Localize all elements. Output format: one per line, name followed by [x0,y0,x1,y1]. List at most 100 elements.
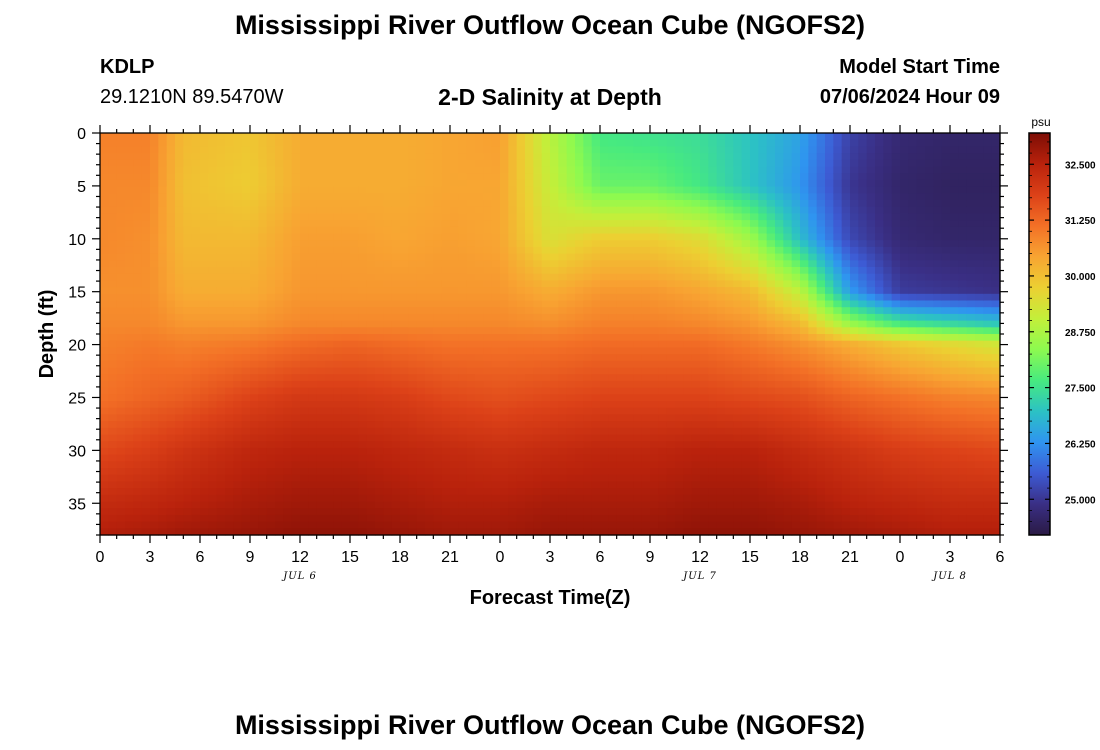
heatmap-cell [416,313,426,322]
heatmap-cell [208,494,218,503]
heatmap-cell [691,179,701,188]
heatmap-cell [591,206,601,214]
heatmap-cell [441,226,451,235]
heatmap-cell [133,414,143,422]
heatmap-cell [416,461,426,469]
heatmap-cell [325,447,334,456]
heatmap-cell [775,354,784,362]
heatmap-cell [616,514,626,523]
heatmap-cell [150,521,159,529]
heatmap-cell [183,340,193,348]
heatmap-cell [583,233,593,241]
heatmap-cell [650,253,659,261]
heatmap-cell [550,267,559,275]
heatmap-cell [783,193,793,201]
heatmap-cell [533,414,543,422]
heatmap-cell [458,213,468,221]
heatmap-cell [750,307,759,315]
heatmap-cell [325,407,334,415]
heatmap-cell [300,233,309,241]
heatmap-cell [475,474,484,482]
heatmap-cell [483,334,493,342]
heatmap-cell [300,300,309,308]
heatmap-cell [233,213,243,221]
heatmap-cell [391,186,401,194]
heatmap-cell [450,327,459,335]
heatmap-cell [716,334,726,342]
heatmap-cell [675,206,684,214]
heatmap-cell [400,454,409,462]
heatmap-cell [450,434,459,442]
heatmap-cell [650,494,659,503]
heatmap-cell [400,434,409,442]
heatmap-cell [116,320,126,328]
heatmap-cell [408,494,418,503]
heatmap-cell [641,240,651,248]
heatmap-cell [775,454,784,462]
heatmap-cell [750,327,759,335]
heatmap-cell [758,280,768,288]
heatmap-cell [775,414,784,422]
heatmap-cell [400,340,409,348]
heatmap-cell [208,360,218,369]
heatmap-cell [166,481,176,489]
heatmap-cell [183,427,193,436]
heatmap-cell [300,374,309,382]
heatmap-cell [625,173,634,181]
heatmap-cell [641,488,651,496]
heatmap-cell [400,226,409,235]
heatmap-cell [300,139,309,147]
heatmap-cell [633,139,643,147]
heatmap-cell [533,320,543,328]
heatmap-cell [391,206,401,214]
heatmap-cell [191,146,201,154]
heatmap-cell [225,253,234,261]
heatmap-cell [191,133,201,141]
heatmap-cell [216,441,226,449]
heatmap-cell [391,200,401,208]
heatmap-cell [500,226,509,235]
heatmap-cell [400,474,409,482]
heatmap-cell [550,360,559,369]
heatmap-cell [566,206,576,214]
heatmap-cell [583,360,593,369]
heatmap-cell [391,179,401,188]
heatmap-cell [575,488,584,496]
heatmap-cell [441,481,451,489]
heatmap-cell [525,488,534,496]
heatmap-cell [475,441,484,449]
heatmap-cell [541,280,551,288]
heatmap-cell [450,488,459,496]
heatmap-cell [550,206,559,214]
heatmap-cell [283,220,293,228]
heatmap-cell [266,394,276,402]
heatmap-cell [641,347,651,355]
heatmap-cell [491,347,501,355]
heatmap-cell [733,246,743,255]
heatmap-cell [475,360,484,369]
heatmap-cell [591,461,601,469]
heatmap-cell [166,307,176,315]
heatmap-cell [691,173,701,181]
heatmap-cell [250,360,259,369]
heatmap-cell [316,434,326,442]
heatmap-cell [366,193,376,201]
heatmap-cell [291,240,301,248]
heatmap-cell [633,367,643,375]
heatmap-cell [533,394,543,402]
heatmap-cell [550,441,559,449]
heatmap-cell [100,327,109,335]
heatmap-cell [583,380,593,389]
heatmap-cell [425,380,434,389]
heatmap-cell [150,246,159,255]
heatmap-cell [425,153,434,161]
heatmap-cell [741,427,751,436]
heatmap-cell [391,133,401,141]
heatmap-cell [775,508,784,516]
heatmap-cell [466,354,476,362]
heatmap-cell [233,401,243,409]
heatmap-cell [125,528,134,536]
heatmap-cell [758,186,768,194]
heatmap-cell [300,347,309,355]
heatmap-cell [491,434,501,442]
